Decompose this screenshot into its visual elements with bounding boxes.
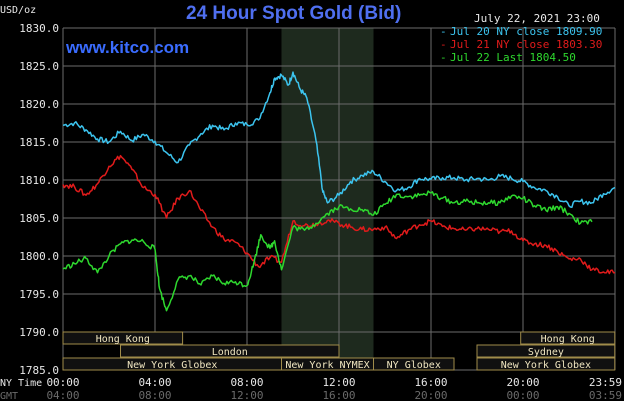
y-tick-label: 1795.0 [19, 288, 59, 301]
legend-entry-jul21: Jul 21 NY close 1803.30 [450, 38, 602, 51]
legend-swatch-jul22: - [440, 51, 447, 64]
session-label: Hong Kong [541, 334, 595, 345]
session-bar [476, 344, 616, 358]
x-tick-label-gmt: 03:59 [589, 389, 622, 401]
session-label: Hong Kong [96, 334, 150, 345]
session-label: London [212, 347, 248, 358]
session-label: New York Globex [127, 360, 217, 371]
x-tick-label-ny: 12:00 [322, 376, 355, 389]
session-bar [476, 357, 616, 371]
x-tick-label-gmt: 20:00 [414, 389, 447, 401]
session-label: NY Globex [387, 360, 441, 371]
y-tick-label: 1825.0 [19, 60, 59, 73]
x-tick-label-gmt: 12:00 [230, 389, 263, 401]
y-tick-label: 1810.0 [19, 174, 59, 187]
legend-entry-jul22: Jul 22 Last 1804.50 [450, 51, 576, 64]
site-watermark[interactable]: www.kitco.com [66, 38, 190, 57]
session-bar [520, 331, 616, 345]
series-line-jul20 [62, 71, 616, 209]
y-tick-label: 1830.0 [19, 22, 59, 35]
session-label: New York Globex [501, 360, 591, 371]
legend-entry-jul20: Jul 20 NY close 1809.90 [450, 25, 602, 38]
x-row-label-ny: NY Time [0, 378, 42, 389]
x-tick-label-gmt: 08:00 [138, 389, 171, 401]
series-line-jul22 [62, 190, 593, 312]
x-tick-label-ny: 08:00 [230, 376, 263, 389]
x-tick-label-gmt: 00:00 [506, 389, 539, 401]
chart-title: 24 Hour Spot Gold (Bid) [186, 3, 402, 24]
session-bar [373, 357, 455, 371]
y-tick-label: 1785.0 [19, 364, 59, 377]
session-label: New York NYMEX [285, 360, 369, 371]
x-tick-label-ny: 00:00 [46, 376, 79, 389]
x-tick-label-gmt: 04:00 [46, 389, 79, 401]
y-tick-label: 1790.0 [19, 326, 59, 339]
unit-label: USD/oz [0, 5, 37, 16]
legend-swatch-jul21: - [440, 38, 447, 51]
x-tick-label-ny: 16:00 [414, 376, 447, 389]
session-label: Sydney [528, 347, 564, 358]
nymex-highlight-band [281, 28, 374, 370]
x-row-label-gmt: GMT [0, 391, 18, 401]
session-bar [62, 331, 184, 345]
x-tick-label-ny: 04:00 [138, 376, 171, 389]
y-tick-label: 1805.0 [19, 212, 59, 225]
legend-swatch-jul20: - [440, 25, 447, 38]
x-tick-label-ny: 20:00 [506, 376, 539, 389]
session-bar [120, 344, 340, 358]
x-tick-label-gmt: 16:00 [322, 389, 355, 401]
series-line-jul21 [62, 154, 615, 275]
x-tick-label-ny: 23:59 [589, 376, 622, 389]
chart-date: July 22, 2021 23:00 [474, 12, 600, 25]
y-tick-label: 1815.0 [19, 136, 59, 149]
y-tick-label: 1800.0 [19, 250, 59, 263]
y-tick-label: 1820.0 [19, 98, 59, 111]
